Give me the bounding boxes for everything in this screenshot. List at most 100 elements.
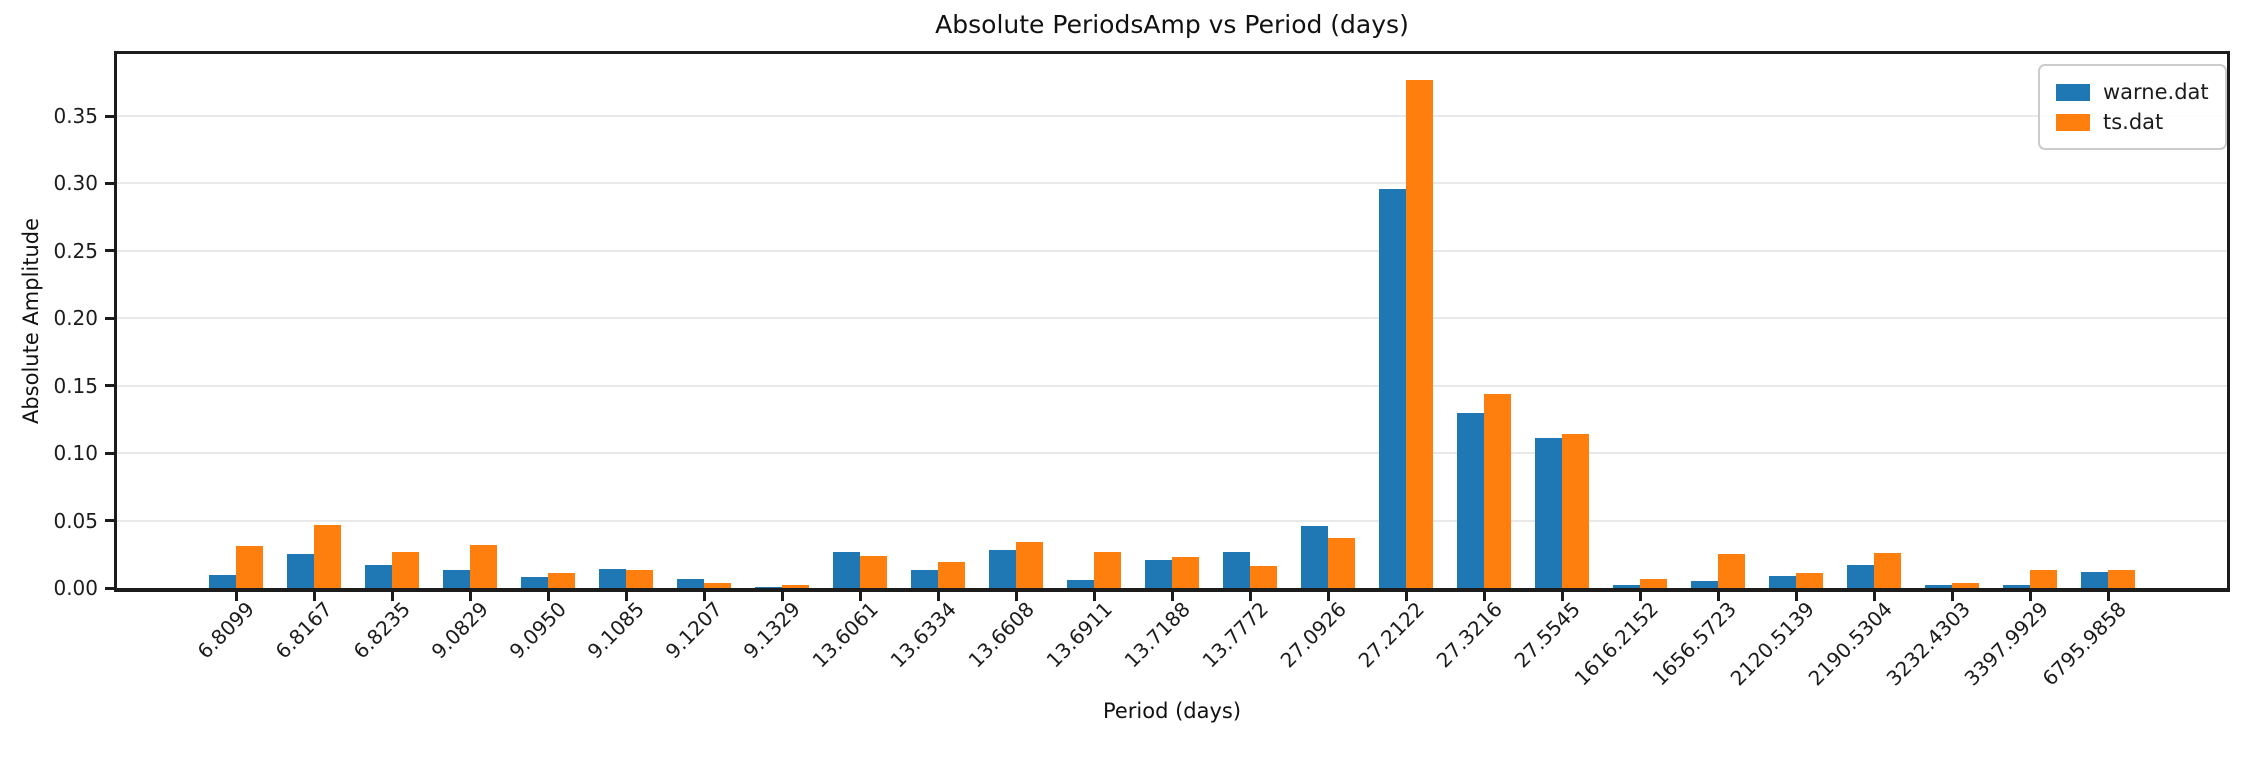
y-axis-tick <box>105 181 114 185</box>
bar-ts.dat-3232.4303 <box>1952 583 1979 588</box>
legend-label-ts: ts.dat <box>2103 110 2164 134</box>
bar-warne.dat-27.0926 <box>1301 526 1328 588</box>
x-axis-tick <box>1872 592 1876 601</box>
bar-warne.dat-6.8235 <box>365 565 392 588</box>
x-axis-tick <box>312 592 316 601</box>
bar-warne.dat-13.7188 <box>1145 560 1172 588</box>
y-axis-tick <box>105 586 114 590</box>
bar-ts.dat-13.6608 <box>1016 542 1043 588</box>
bar-ts.dat-9.1085 <box>626 570 653 588</box>
bar-ts.dat-27.3216 <box>1484 394 1511 588</box>
bar-ts.dat-1616.2152 <box>1640 579 1667 588</box>
gridline <box>117 452 2227 455</box>
bar-warne.dat-6.8167 <box>287 554 314 588</box>
x-tick-label: 6795.9858 <box>2037 597 2131 691</box>
x-axis-tick <box>1638 592 1642 601</box>
bar-warne.dat-27.3216 <box>1457 413 1484 588</box>
y-axis-tick <box>105 114 114 118</box>
bar-ts.dat-27.5545 <box>1562 434 1589 588</box>
x-axis-tick <box>1092 592 1096 601</box>
gridline <box>117 249 2227 252</box>
x-axis-tick <box>234 592 238 601</box>
x-axis-tick <box>1014 592 1018 601</box>
x-axis-tick <box>1716 592 1720 601</box>
bar-ts.dat-3397.9929 <box>2030 570 2057 588</box>
bar-warne.dat-27.2122 <box>1379 189 1406 588</box>
bar-ts.dat-27.0926 <box>1328 538 1355 588</box>
bar-ts.dat-6795.9858 <box>2108 570 2135 588</box>
bar-warne.dat-3397.9929 <box>2003 585 2030 588</box>
bar-warne.dat-2190.5304 <box>1847 565 1874 588</box>
y-tick-label: 0.15 <box>53 373 98 398</box>
bar-warne.dat-13.6608 <box>989 550 1016 588</box>
x-axis-tick <box>1794 592 1798 601</box>
y-axis-tick <box>105 519 114 523</box>
gridline <box>117 519 2227 522</box>
x-axis-tick <box>1326 592 1330 601</box>
x-axis-tick <box>1560 592 1564 601</box>
y-tick-label: 0.35 <box>53 104 98 129</box>
x-axis-tick <box>1248 592 1252 601</box>
bar-ts.dat-9.0950 <box>548 573 575 588</box>
x-axis-tick <box>780 592 784 601</box>
bar-warne.dat-1656.5723 <box>1691 581 1718 588</box>
x-axis-tick <box>2106 592 2110 601</box>
bar-warne.dat-27.5545 <box>1535 438 1562 588</box>
legend: warne.dat ts.dat <box>2038 64 2227 150</box>
bar-ts.dat-13.6061 <box>860 556 887 588</box>
legend-swatch-warne <box>2056 83 2090 101</box>
gridline <box>117 115 2227 118</box>
bar-warne.dat-13.6911 <box>1067 580 1094 588</box>
bar-ts.dat-1656.5723 <box>1718 554 1745 588</box>
bar-warne.dat-9.1085 <box>599 569 626 588</box>
bar-ts.dat-6.8099 <box>236 546 263 588</box>
bar-ts.dat-13.6334 <box>938 562 965 588</box>
bar-warne.dat-9.0950 <box>521 577 548 588</box>
y-axis-tick <box>105 384 114 388</box>
bar-warne.dat-9.0829 <box>443 570 470 588</box>
legend-entry-ts: ts.dat <box>2056 110 2209 134</box>
gridline <box>117 384 2227 387</box>
y-tick-label: 0.10 <box>53 441 98 466</box>
legend-swatch-ts <box>2056 113 2090 131</box>
bar-warne.dat-6.8099 <box>209 575 236 588</box>
x-axis-label: Period (days) <box>1102 699 1242 723</box>
bar-ts.dat-13.6911 <box>1094 552 1121 588</box>
legend-entry-warne: warne.dat <box>2056 80 2209 104</box>
bar-warne.dat-3232.4303 <box>1925 585 1952 588</box>
y-tick-label: 0.30 <box>53 171 98 196</box>
y-axis-tick <box>105 451 114 455</box>
figure: Absolute PeriodsAmp vs Period (days) Abs… <box>19 10 2230 723</box>
y-tick-label: 0.05 <box>53 508 98 533</box>
bar-warne.dat-13.7772 <box>1223 552 1250 588</box>
bar-ts.dat-6.8235 <box>392 552 419 588</box>
gridline <box>117 317 2227 320</box>
bar-ts.dat-13.7772 <box>1250 566 1277 588</box>
y-axis-tick <box>105 316 114 320</box>
bar-warne.dat-9.1207 <box>677 579 704 588</box>
x-axis-tick <box>702 592 706 601</box>
y-tick-label: 0.20 <box>53 306 98 331</box>
x-axis-tick <box>546 592 550 601</box>
bar-ts.dat-9.1329 <box>782 585 809 588</box>
bar-ts.dat-27.2122 <box>1406 80 1433 588</box>
bar-ts.dat-2190.5304 <box>1874 553 1901 588</box>
x-axis-tick <box>390 592 394 601</box>
bar-warne.dat-13.6061 <box>833 552 860 588</box>
x-axis-tick <box>468 592 472 601</box>
chart-title: Absolute PeriodsAmp vs Period (days) <box>935 10 1409 39</box>
bar-warne.dat-1616.2152 <box>1613 585 1640 588</box>
bar-ts.dat-2120.5139 <box>1796 573 1823 588</box>
x-axis-tick <box>936 592 940 601</box>
bar-ts.dat-9.0829 <box>470 545 497 588</box>
x-axis-tick <box>624 592 628 601</box>
y-tick-label: 0.25 <box>53 238 98 263</box>
y-tick-label: 0.00 <box>53 576 98 600</box>
x-axis-tick <box>858 592 862 601</box>
x-axis-tick <box>1170 592 1174 601</box>
plot-area <box>117 54 2227 588</box>
bar-ts.dat-6.8167 <box>314 525 341 588</box>
x-axis-tick <box>2028 592 2032 601</box>
bar-ts.dat-9.1207 <box>704 583 731 588</box>
bar-warne.dat-6795.9858 <box>2081 572 2108 588</box>
